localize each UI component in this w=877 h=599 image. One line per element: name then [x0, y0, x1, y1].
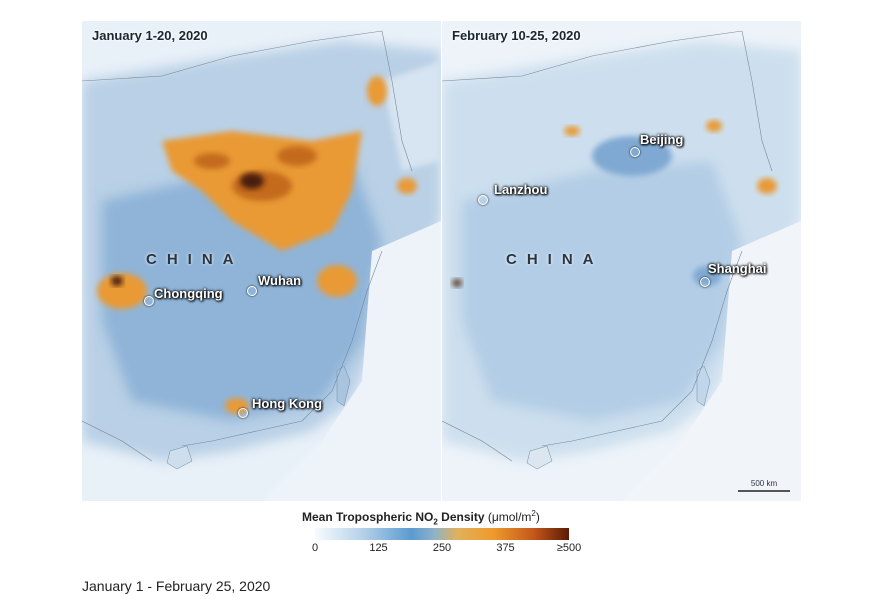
country-label-left: CHINA	[146, 251, 244, 268]
legend-color-bar	[315, 528, 569, 540]
scale-bar: 500 km	[738, 479, 790, 493]
city-marker-lanzhou	[478, 195, 488, 205]
map-panel-february: February 10-25, 2020 CHINA Beijing Lanzh…	[442, 21, 801, 501]
no2-hotspot-seoul	[757, 178, 777, 194]
map-left-svg	[82, 21, 441, 501]
scale-bar-line	[738, 490, 790, 492]
island-taiwan-right	[696, 365, 711, 407]
no2-hotspot-sichuan	[97, 273, 147, 309]
island-taiwan	[336, 365, 351, 407]
island-hainan	[166, 445, 193, 470]
map-panel-january: January 1-20, 2020 CHINA Chongqing Wuhan…	[82, 21, 441, 501]
no2-hotspot-peak	[240, 173, 264, 189]
legend-tick-label: 250	[432, 542, 452, 554]
legend-title: Mean Tropospheric NO2 Density (μmol/m2)	[302, 509, 540, 526]
no2-hotspot-core	[232, 171, 292, 201]
legend-tick-label: 0	[311, 542, 319, 554]
caption: January 1 - February 25, 2020	[82, 578, 271, 594]
legend-tick-label: 375	[496, 542, 515, 554]
city-label-shanghai: Shanghai	[708, 261, 767, 276]
coastline	[181, 250, 383, 447]
scale-bar-label: 500 km	[750, 479, 778, 488]
city-label-beijing: Beijing	[640, 132, 684, 147]
city-label-wuhan: Wuhan	[258, 273, 302, 288]
map-right-svg	[442, 21, 801, 501]
city-label-hong-kong: Hong Kong	[252, 396, 323, 411]
city-marker-beijing	[630, 147, 640, 157]
city-marker-hong-kong	[238, 408, 248, 418]
legend-tick-label: 125	[369, 542, 388, 554]
island-hainan-right	[526, 445, 553, 470]
legend-unit: (μmol/m2)	[484, 509, 540, 524]
border-north	[82, 30, 383, 82]
panel-title-right: February 10-25, 2020	[452, 28, 581, 43]
city-marker-shanghai	[700, 277, 710, 287]
city-marker-wuhan	[247, 286, 257, 296]
country-label-right: CHINA	[506, 251, 604, 268]
legend-tick-label: ≥500	[556, 542, 582, 554]
city-marker-chongqing	[144, 296, 154, 306]
panel-title-left: January 1-20, 2020	[92, 28, 208, 43]
legend-title-main: Mean Tropospheric NO2 Density	[302, 510, 485, 527]
no2-hotspot-yangtze-delta	[317, 265, 357, 297]
city-label-chongqing: Chongqing	[154, 286, 223, 301]
city-label-lanzhou: Lanzhou	[494, 182, 548, 197]
